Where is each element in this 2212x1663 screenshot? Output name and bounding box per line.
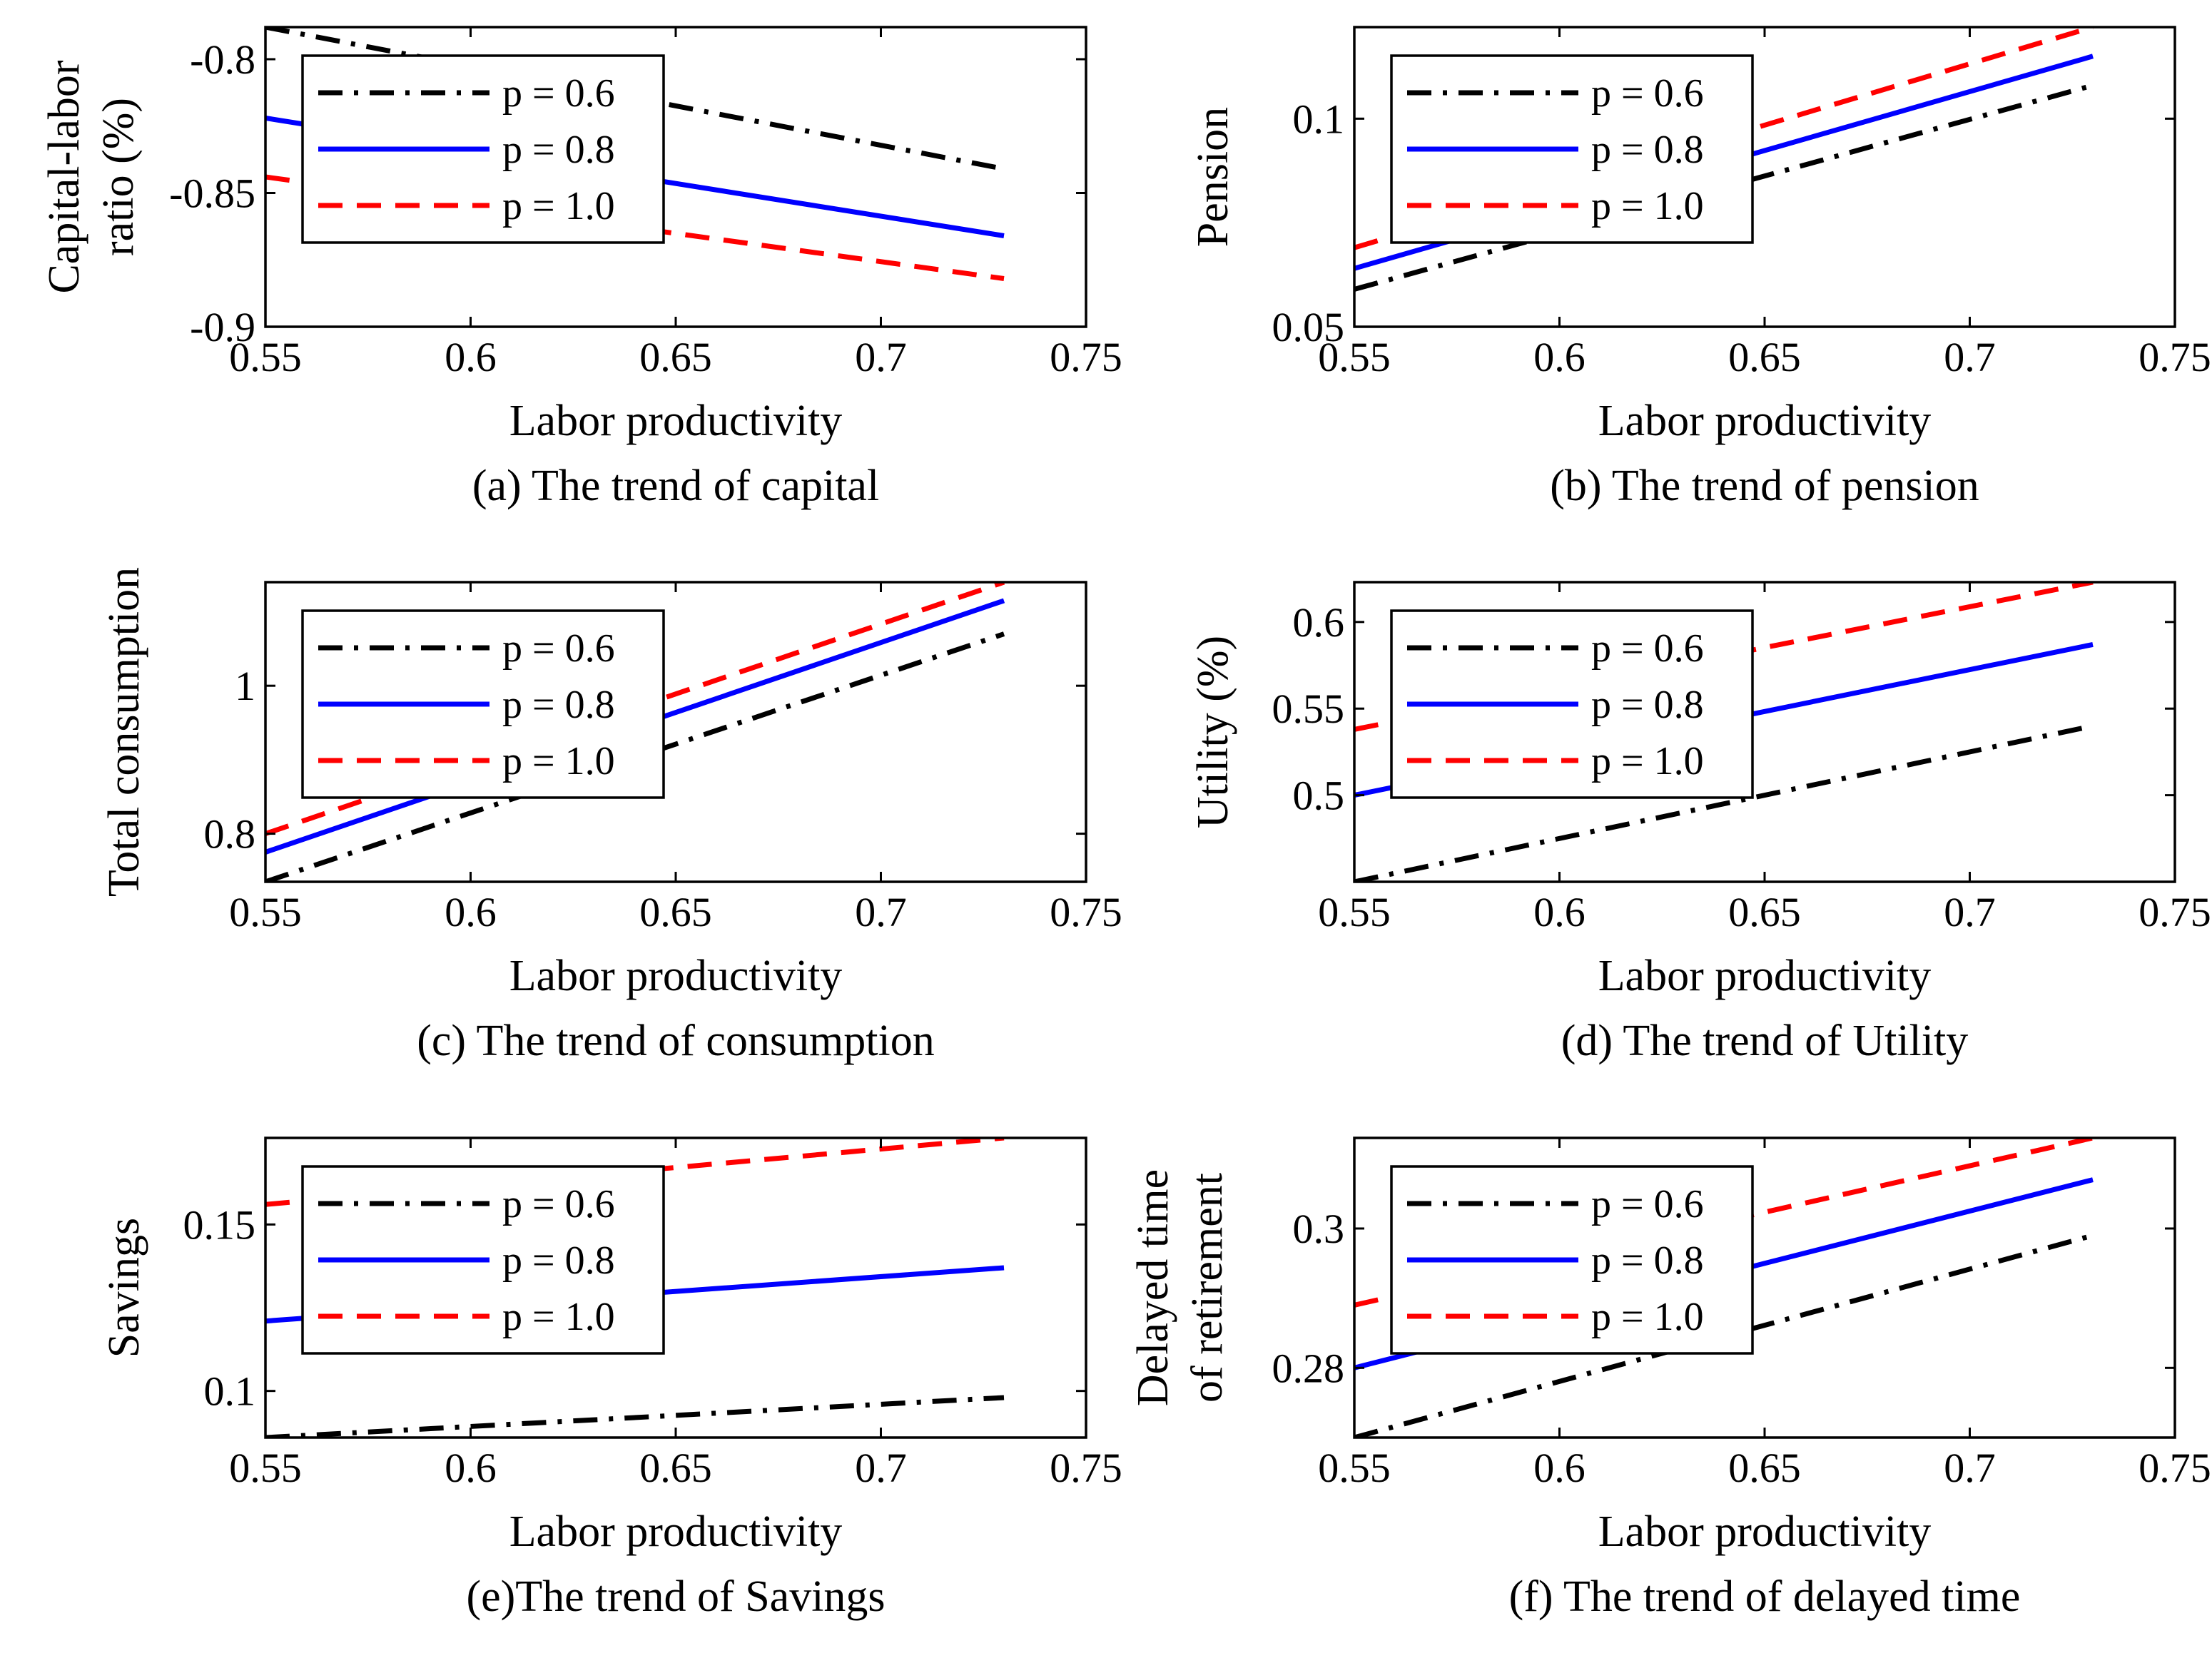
chart-panel-c: 0.55 0.6 0.65 0.7 0.75 0.8 1 Labor productivity… — [100, 567, 1122, 1065]
x-tick-label: 0.55 — [229, 889, 302, 935]
x-tick-label: 0.6 — [445, 1445, 497, 1491]
y-tick-label: 0.28 — [1272, 1345, 1345, 1391]
series-line-p06 — [265, 1395, 1005, 1438]
legend: p = 0.6 p = 0.8 p = 1.0 — [1390, 1165, 1754, 1355]
y-axis-label: Utility (%) — [1189, 636, 1237, 828]
legend-label: p = 1.0 — [1591, 184, 1704, 228]
y-tick-label: 0.1 — [204, 1368, 256, 1415]
x-tick-label: 0.55 — [229, 1445, 302, 1491]
x-tick-label: 0.55 — [1318, 889, 1391, 935]
panel-caption: (f) The trend of delayed time — [1509, 1572, 2021, 1621]
x-tick-label: 0.75 — [2139, 889, 2211, 935]
panel-caption: (d) The trend of Utility — [1561, 1017, 1969, 1065]
x-tick-label: 0.6 — [1533, 334, 1586, 380]
y-axis-label: Savings — [100, 1218, 148, 1358]
panel-caption: (a) The trend of capital — [472, 462, 879, 510]
x-tick-label: 0.65 — [1728, 1445, 1801, 1491]
y-tick-label: -0.85 — [169, 171, 255, 217]
x-tick-label: 0.7 — [855, 1445, 907, 1491]
y-axis-label: of retirement — [1183, 1173, 1232, 1403]
x-axis-label: Labor productivity — [509, 397, 843, 445]
x-tick-label: 0.6 — [445, 889, 497, 935]
y-axis-label: Pension — [1189, 107, 1237, 247]
x-tick-label: 0.65 — [1728, 334, 1801, 380]
y-tick-label: 0.8 — [204, 811, 256, 858]
chart-panel-a: 0.55 0.6 0.65 0.7 0.75 -0.9 -0.85 -0.8 Labor pro… — [40, 26, 1122, 510]
legend-label: p = 1.0 — [502, 184, 615, 228]
legend: p = 0.6 p = 0.8 p = 1.0 — [301, 1165, 665, 1355]
x-axis-label: Labor productivity — [509, 1507, 843, 1556]
x-tick-label: 0.7 — [855, 889, 907, 935]
x-axis-label: Labor productivity — [1598, 1507, 1932, 1556]
y-tick-label: 0.6 — [1293, 599, 1345, 646]
x-tick-label: 0.75 — [2139, 1445, 2211, 1491]
y-axis-label: ratio (%) — [94, 98, 143, 256]
y-tick-label: 0.1 — [1293, 96, 1345, 142]
legend: p = 0.6 p = 0.8 p = 1.0 — [1390, 54, 1754, 244]
y-axis-label: Delayed time — [1129, 1169, 1177, 1406]
legend: p = 0.6 p = 0.8 p = 1.0 — [301, 54, 665, 244]
series-line-p06 — [1354, 723, 2094, 882]
y-tick-label: 0.15 — [183, 1201, 256, 1248]
x-tick-label: 0.55 — [1318, 334, 1391, 380]
y-tick-label: 0.5 — [1293, 773, 1345, 819]
x-tick-label: 0.55 — [229, 334, 302, 380]
chart-panel-f: 0.55 0.6 0.65 0.7 0.75 0.28 0.3 Labor productiv… — [1129, 1136, 2211, 1621]
legend-label: p = 1.0 — [502, 1295, 615, 1339]
x-tick-label: 0.75 — [2139, 334, 2211, 380]
x-tick-label: 0.7 — [1944, 1445, 1996, 1491]
legend-label: p = 0.8 — [502, 1239, 615, 1283]
legend-label: p = 0.8 — [502, 128, 615, 172]
x-tick-label: 0.65 — [639, 1445, 712, 1491]
legend-label: p = 1.0 — [502, 739, 615, 783]
x-axis-label: Labor productivity — [1598, 952, 1932, 1000]
legend-label: p = 0.6 — [502, 71, 615, 116]
x-tick-label: 0.75 — [1050, 889, 1122, 935]
legend-label: p = 0.8 — [1591, 128, 1704, 172]
legend-label: p = 1.0 — [1591, 739, 1704, 783]
panel-caption: (e)The trend of Savings — [466, 1572, 885, 1621]
y-tick-label: 0.55 — [1272, 686, 1345, 732]
legend-label: p = 0.8 — [502, 683, 615, 727]
chart-panel-e: 0.55 0.6 0.65 0.7 0.75 0.1 0.15 Labor productiv… — [100, 1136, 1122, 1621]
y-tick-label: 0.3 — [1293, 1206, 1345, 1252]
y-tick-label: 1 — [235, 663, 255, 709]
y-axis-label: Total consumption — [100, 567, 148, 897]
x-tick-label: 0.6 — [1533, 1445, 1586, 1491]
legend: p = 0.6 p = 0.8 p = 1.0 — [1390, 609, 1754, 799]
legend-label: p = 0.6 — [502, 1182, 615, 1226]
panel-caption: (b) The trend of pension — [1550, 462, 1979, 510]
x-tick-label: 0.7 — [855, 334, 907, 380]
panel-caption: (c) The trend of consumption — [417, 1017, 934, 1065]
chart-panel-d: 0.55 0.6 0.65 0.7 0.75 0.5 0.55 0.6 Labor produc… — [1189, 581, 2211, 1065]
legend-label: p = 0.6 — [1591, 71, 1704, 116]
x-axis-label: Labor productivity — [1598, 397, 1932, 445]
x-tick-label: 0.7 — [1944, 334, 1996, 380]
legend-label: p = 0.6 — [1591, 1182, 1704, 1226]
chart-panel-b: 0.55 0.6 0.65 0.7 0.75 0.05 0.1 Labor productiv… — [1189, 26, 2211, 510]
legend-label: p = 0.8 — [1591, 683, 1704, 727]
y-tick-label: -0.9 — [190, 304, 255, 350]
legend: p = 0.6 p = 0.8 p = 1.0 — [301, 609, 665, 799]
x-axis-label: Labor productivity — [509, 952, 843, 1000]
x-tick-label: 0.65 — [639, 889, 712, 935]
x-tick-label: 0.6 — [1533, 889, 1586, 935]
x-tick-label: 0.75 — [1050, 334, 1122, 380]
y-tick-label: 0.05 — [1272, 304, 1345, 350]
legend-label: p = 1.0 — [1591, 1295, 1704, 1339]
legend-label: p = 0.8 — [1591, 1239, 1704, 1283]
x-tick-label: 0.6 — [445, 334, 497, 380]
x-tick-label: 0.7 — [1944, 889, 1996, 935]
legend-label: p = 0.6 — [502, 626, 615, 671]
legend-label: p = 0.6 — [1591, 626, 1704, 671]
x-tick-label: 0.75 — [1050, 1445, 1122, 1491]
y-tick-label: -0.8 — [190, 36, 255, 83]
x-tick-label: 0.65 — [1728, 889, 1801, 935]
x-tick-label: 0.55 — [1318, 1445, 1391, 1491]
x-tick-label: 0.65 — [639, 334, 712, 380]
y-axis-label: Capital-labor — [40, 60, 88, 293]
